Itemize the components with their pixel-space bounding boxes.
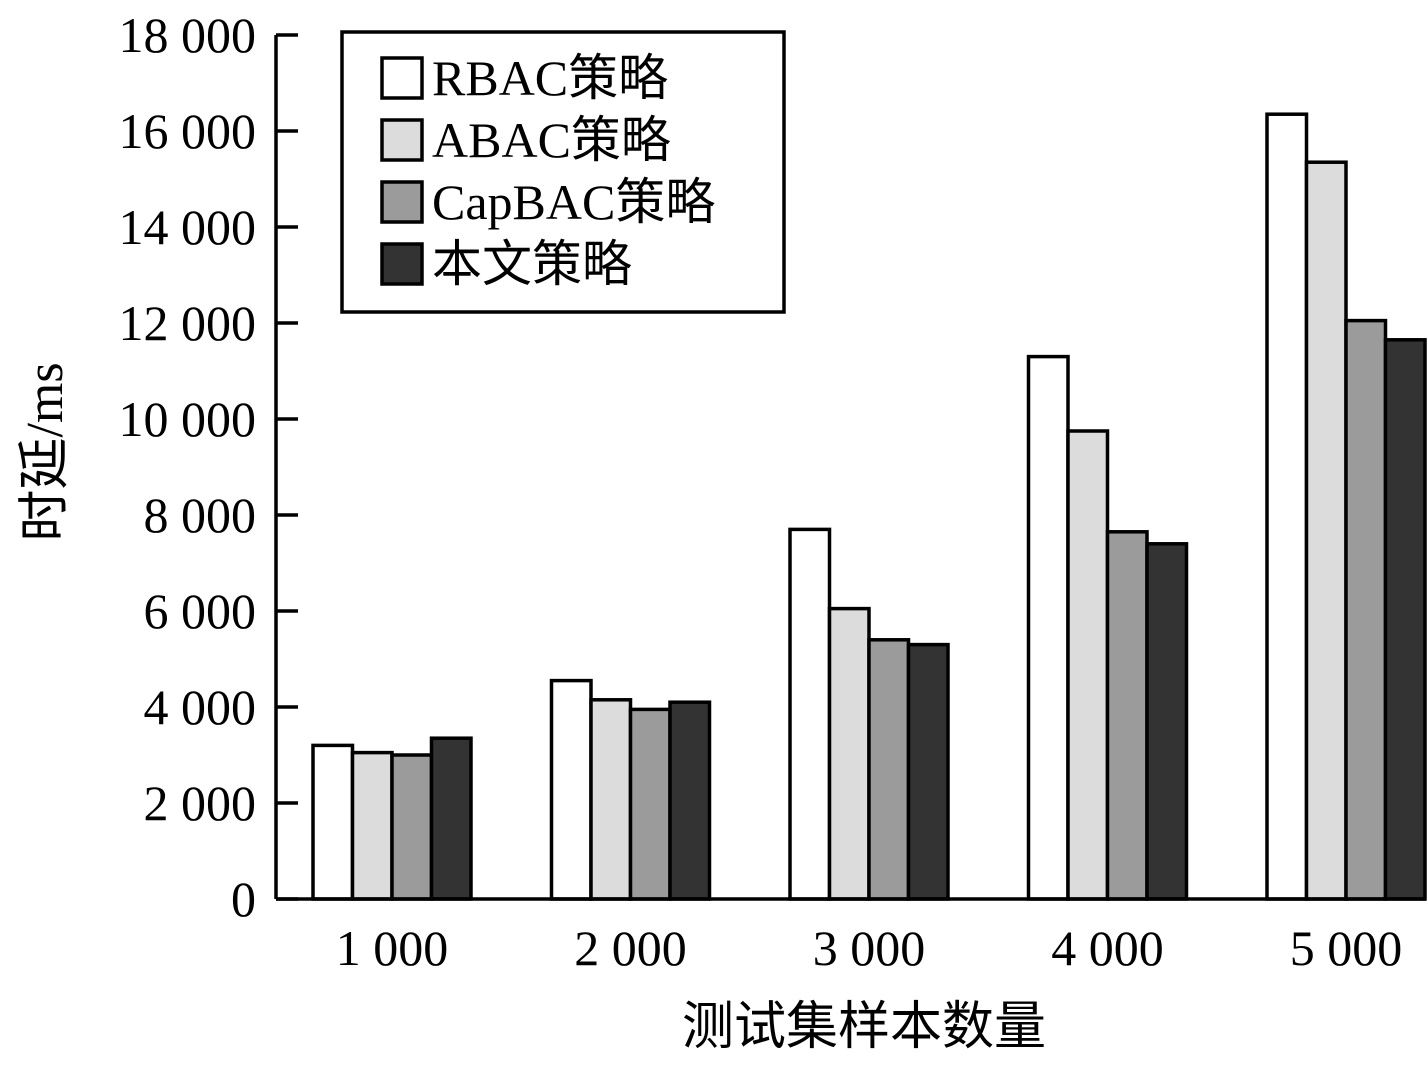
legend-label-4: 本文策略 (432, 236, 632, 292)
y-tick-label: 0 (231, 871, 256, 927)
legend-swatch-3 (380, 180, 424, 224)
y-tick-label: 16 000 (119, 103, 257, 159)
bar-4-4 (1145, 542, 1189, 901)
bar-3-4 (1105, 530, 1149, 901)
bar-1-5 (1265, 112, 1309, 901)
y-tick-label: 4 000 (144, 679, 257, 735)
y-axis-title: 时延/ms (17, 362, 74, 541)
bar-2-5 (1304, 160, 1348, 901)
x-tick-label: 4 000 (1051, 920, 1164, 976)
bar-2-2 (589, 698, 633, 901)
bar-1-1 (311, 743, 355, 901)
legend-label-3: CapBAC策略 (432, 174, 715, 230)
legend-swatch-4 (380, 242, 424, 286)
legend-label-2: ABAC策略 (432, 112, 671, 168)
bar-2-1 (350, 750, 394, 901)
bar-4-2 (668, 700, 712, 901)
bar-1-4 (1026, 354, 1070, 901)
bars-layer (311, 112, 1427, 901)
bar-4-5 (1383, 338, 1427, 901)
x-tick-label: 1 000 (336, 920, 449, 976)
bar-2-4 (1066, 429, 1110, 901)
legend-label-1: RBAC策略 (432, 50, 668, 106)
ticks-layer: 0 2 000 4 000 6 000 8 000 10 000 12 000 14 000 1… (119, 7, 1403, 976)
x-tick-label: 3 000 (813, 920, 926, 976)
x-axis-title: 测试集样本数量 (682, 999, 1046, 1056)
y-tick-label: 18 000 (119, 7, 257, 63)
x-tick-label: 5 000 (1290, 920, 1403, 976)
bar-4-3 (906, 642, 950, 901)
bar-3-2 (628, 707, 672, 901)
legend-swatch-2 (380, 118, 424, 162)
bar-1-3 (788, 527, 832, 901)
y-tick-label: 8 000 (144, 487, 257, 543)
y-tick-label: 2 000 (144, 775, 257, 831)
legend-swatch-1 (380, 56, 424, 100)
bar-3-1 (390, 753, 434, 901)
bar-3-3 (867, 638, 911, 901)
bar-3-5 (1344, 318, 1388, 901)
bar-4-1 (429, 736, 473, 901)
x-tick-label: 2 000 (574, 920, 687, 976)
bar-1-2 (549, 678, 593, 901)
y-tick-label: 10 000 (119, 391, 257, 447)
y-tick-label: 12 000 (119, 295, 257, 351)
y-tick-label: 6 000 (144, 583, 257, 639)
bar-2-3 (827, 606, 871, 901)
axes-layer (274, 35, 1426, 901)
y-tick-label: 14 000 (119, 199, 257, 255)
